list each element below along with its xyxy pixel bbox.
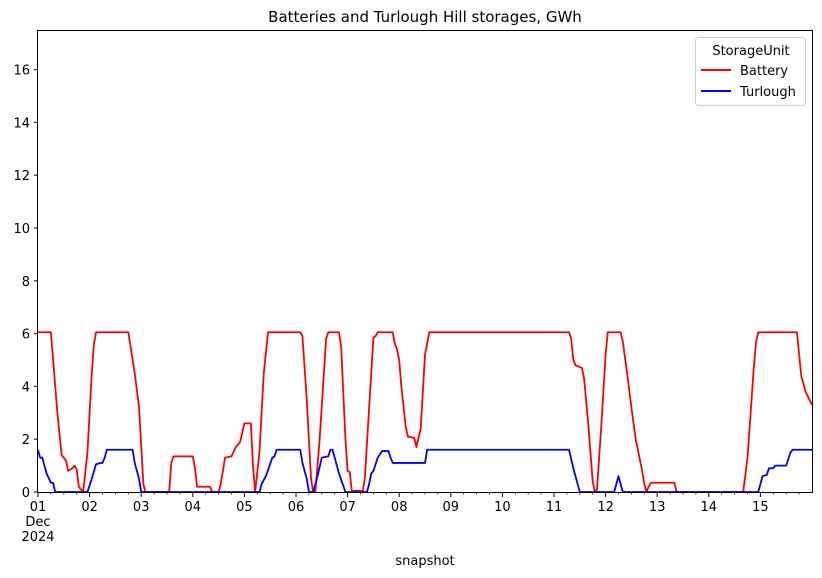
x-tick-label: 14 bbox=[701, 500, 718, 515]
x-tick-label: 03 bbox=[133, 500, 150, 515]
x-axis-label: snapshot bbox=[395, 554, 454, 569]
x-tick-label: 10 bbox=[494, 500, 511, 515]
x-tick-label: 06 bbox=[288, 500, 305, 515]
x-tick-label: 08 bbox=[391, 500, 408, 515]
y-tick-label: 14 bbox=[13, 116, 30, 131]
y-tick-label: 8 bbox=[22, 275, 30, 290]
y-tick-label: 16 bbox=[13, 64, 30, 79]
legend-label-battery: Battery bbox=[740, 64, 788, 79]
x-tick-year: 2024 bbox=[21, 530, 54, 545]
x-tick-label: 12 bbox=[597, 500, 614, 515]
y-tick-label: 6 bbox=[22, 328, 30, 343]
x-tick-label: 07 bbox=[339, 500, 356, 515]
y-tick-label: 2 bbox=[22, 433, 30, 448]
legend: StorageUnit Battery Turlough bbox=[695, 37, 806, 106]
plot-frame bbox=[37, 30, 813, 493]
x-tick-label: 01 bbox=[30, 500, 47, 515]
x-tick-label: 05 bbox=[236, 500, 253, 515]
legend-title: StorageUnit bbox=[712, 44, 789, 59]
y-tick-label: 0 bbox=[22, 486, 30, 501]
x-tick-label: 04 bbox=[185, 500, 202, 515]
y-tick-label: 4 bbox=[22, 380, 30, 395]
y-tick-label: 12 bbox=[13, 169, 30, 184]
x-tick-label: 11 bbox=[546, 500, 563, 515]
x-tick-label: 15 bbox=[752, 500, 769, 515]
series-line-battery bbox=[38, 331, 813, 493]
chart-title: Batteries and Turlough Hill storages, GW… bbox=[268, 8, 582, 26]
legend-box bbox=[695, 37, 806, 106]
series-line-turlough bbox=[37, 448, 812, 493]
x-tick-month: Dec bbox=[25, 515, 50, 530]
x-tick-label: 09 bbox=[443, 500, 460, 515]
x-tick-label: 13 bbox=[649, 500, 666, 515]
plot-area bbox=[37, 331, 813, 493]
legend-label-turlough: Turlough bbox=[739, 85, 796, 100]
y-tick-label: 10 bbox=[13, 222, 30, 237]
x-tick-label: 02 bbox=[81, 500, 98, 515]
